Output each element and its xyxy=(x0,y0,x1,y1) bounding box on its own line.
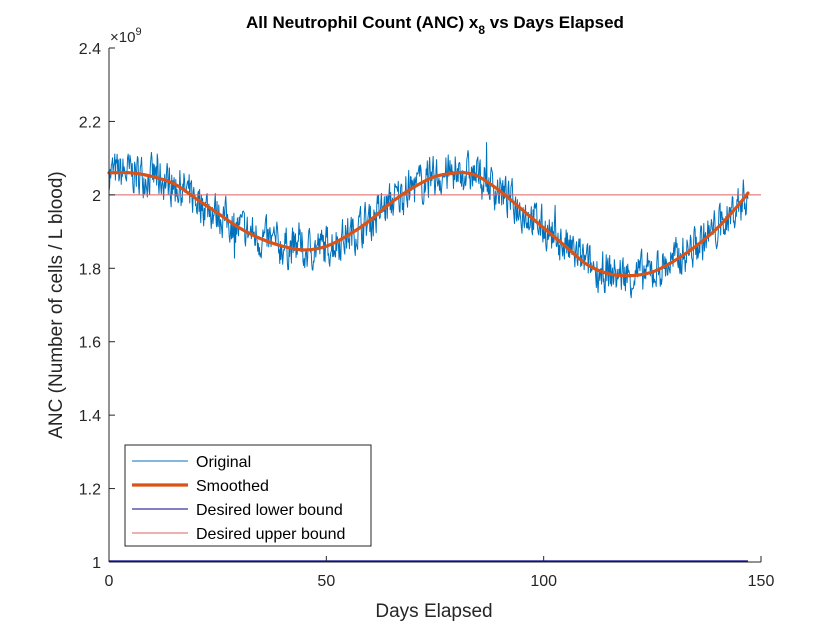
y-axis-exponent: ×109 xyxy=(110,26,142,46)
y-tick-label: 1.2 xyxy=(79,482,101,499)
y-tick-label: 1.8 xyxy=(79,261,101,278)
chart-title-rest: vs Days Elapsed xyxy=(485,13,624,32)
legend-label: Desired upper bound xyxy=(196,526,345,543)
legend-label: Desired lower bound xyxy=(196,502,343,519)
y-tick-label: 2.2 xyxy=(79,114,101,131)
y-tick-label: 2.4 xyxy=(79,41,101,58)
legend-label: Original xyxy=(196,454,251,471)
x-tick-label: 150 xyxy=(748,573,775,590)
y-tick-label: 1.6 xyxy=(79,335,101,352)
x-tick-label: 100 xyxy=(530,573,557,590)
legend-label: Smoothed xyxy=(196,478,269,495)
series-original-line xyxy=(108,142,749,299)
x-tick-label: 50 xyxy=(317,573,335,590)
chart-title: All Neutrophil Count (ANC) x8 vs Days El… xyxy=(246,13,624,37)
series-smoothed-line xyxy=(107,170,750,278)
y-axis-exponent-base: ×10 xyxy=(110,29,135,46)
x-tick-label: 0 xyxy=(105,573,114,590)
plot-area xyxy=(107,142,761,562)
legend-box xyxy=(124,444,372,547)
y-axis-label: ANC (Number of cells / L blood) xyxy=(46,171,67,439)
axes: 0 50 100 150 1 1.2 1.4 1.6 1.8 2 2.2 2.4 xyxy=(79,41,775,590)
x-axis-label: Days Elapsed xyxy=(375,601,492,622)
y-tick-label: 2 xyxy=(92,188,101,205)
legend: Original Smoothed Desired lower bound Desir… xyxy=(124,444,372,547)
y-axis-exponent-power: 9 xyxy=(135,26,141,38)
chart-title-subscript: 8 xyxy=(478,23,485,37)
chart-title-main: All Neutrophil Count (ANC) x xyxy=(246,13,479,32)
y-tick-label: 1.4 xyxy=(79,408,101,425)
y-tick-label: 1 xyxy=(92,555,101,572)
